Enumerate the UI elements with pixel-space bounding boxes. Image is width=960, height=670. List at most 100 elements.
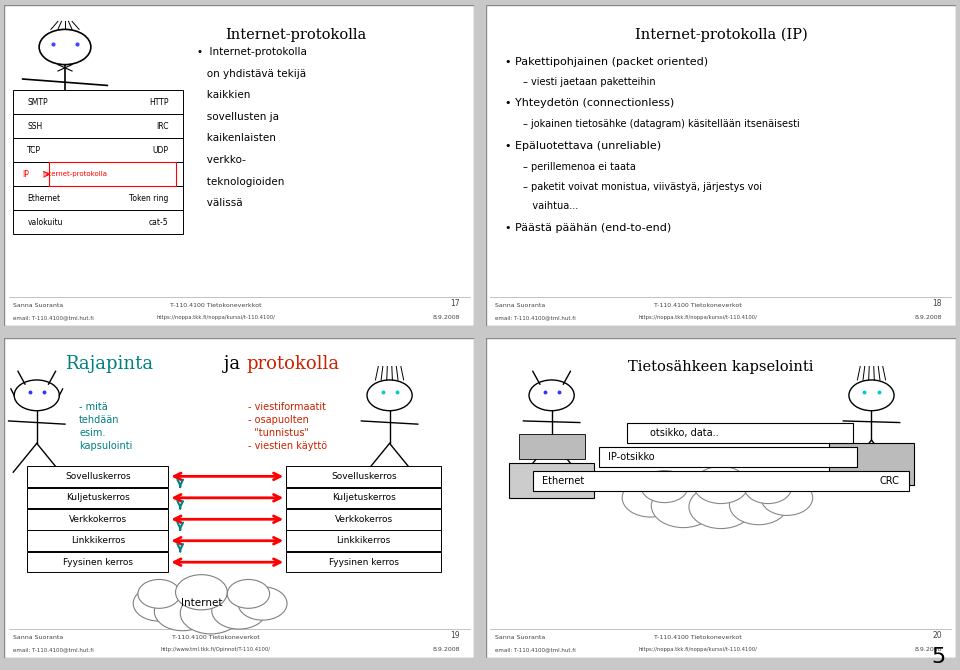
Text: http://www.tml.tkk.fi/Opinnot/T-110.4100/: http://www.tml.tkk.fi/Opinnot/T-110.4100… — [160, 647, 271, 652]
Text: • Epäluotettava (unreliable): • Epäluotettava (unreliable) — [505, 141, 660, 151]
Text: T-110.4100 Tietokoneverkot: T-110.4100 Tietokoneverkot — [654, 303, 741, 308]
Text: Internet-protokolla: Internet-protokolla — [225, 27, 366, 42]
Bar — [286, 466, 442, 486]
Bar — [286, 531, 442, 551]
Text: Token ring: Token ring — [129, 194, 169, 203]
Text: https://noppa.tkk.fi/noppa/kurssi/t-110.4100/: https://noppa.tkk.fi/noppa/kurssi/t-110.… — [638, 315, 756, 320]
Bar — [27, 531, 169, 551]
Text: Internet-protokolla (IP): Internet-protokolla (IP) — [635, 27, 807, 42]
Text: 17: 17 — [450, 299, 460, 308]
Text: 8.9.2008: 8.9.2008 — [433, 315, 460, 320]
Text: 20: 20 — [932, 631, 942, 641]
Text: T-110.4100 Tietokoneverkot: T-110.4100 Tietokoneverkot — [172, 635, 259, 641]
Text: valokuitu: valokuitu — [27, 218, 62, 227]
Text: - mitä
tehdään
esim.
kapsulointi: - mitä tehdään esim. kapsulointi — [79, 402, 132, 452]
Circle shape — [180, 592, 241, 634]
Text: • Päästä päähän (end-to-end): • Päästä päähän (end-to-end) — [505, 223, 671, 233]
Circle shape — [133, 586, 185, 621]
Text: - viestiformaatit
- osapuolten
  "tunnistus"
- viestien käyttö: - viestiformaatit - osapuolten "tunnistu… — [249, 402, 327, 452]
FancyBboxPatch shape — [518, 433, 585, 460]
Text: HTTP: HTTP — [149, 98, 169, 107]
Circle shape — [761, 480, 813, 515]
Bar — [27, 488, 169, 508]
Bar — [27, 552, 169, 572]
Text: Internet-protokolla: Internet-protokolla — [42, 172, 107, 178]
Text: – viesti jaetaan paketteihin: – viesti jaetaan paketteihin — [523, 78, 656, 87]
Text: ja: ja — [218, 355, 246, 373]
Text: IP: IP — [23, 170, 30, 179]
FancyBboxPatch shape — [49, 162, 176, 186]
Circle shape — [651, 484, 715, 527]
Bar — [13, 138, 182, 162]
Text: sovellusten ja: sovellusten ja — [197, 112, 278, 122]
FancyBboxPatch shape — [509, 462, 594, 498]
Circle shape — [138, 580, 180, 608]
Text: välissä: välissä — [197, 198, 242, 208]
Text: • Pakettipohjainen (packet oriented): • Pakettipohjainen (packet oriented) — [505, 56, 708, 66]
Text: 19: 19 — [450, 631, 460, 641]
Text: Tietosähkeen kapselointi: Tietosähkeen kapselointi — [628, 360, 814, 374]
Text: kaikkien: kaikkien — [197, 90, 250, 100]
Bar — [286, 488, 442, 508]
Text: email: T-110.4100@tml.hut.fi: email: T-110.4100@tml.hut.fi — [495, 315, 576, 320]
Text: • Yhteydetön (connectionless): • Yhteydetön (connectionless) — [505, 98, 674, 109]
Text: protokolla: protokolla — [246, 355, 339, 373]
Text: – jokainen tietosähke (datagram) käsitellään itsenäisesti: – jokainen tietosähke (datagram) käsitel… — [523, 119, 800, 129]
Text: Sanna Suoranta: Sanna Suoranta — [13, 303, 63, 308]
Text: vaihtua...: vaihtua... — [523, 201, 579, 211]
Bar — [599, 447, 857, 468]
Text: otsikko, data..: otsikko, data.. — [651, 428, 719, 438]
Text: – perillemenoa ei taata: – perillemenoa ei taata — [523, 162, 636, 172]
Circle shape — [176, 575, 228, 610]
Text: Ethernet: Ethernet — [542, 476, 585, 486]
Bar — [627, 423, 852, 444]
Text: IP-otsikko: IP-otsikko — [608, 452, 655, 462]
Circle shape — [212, 592, 266, 629]
Text: 8.9.2008: 8.9.2008 — [915, 315, 942, 320]
Text: 8.9.2008: 8.9.2008 — [433, 647, 460, 652]
Text: 5: 5 — [931, 647, 946, 667]
Text: •  Internet-protokolla: • Internet-protokolla — [197, 47, 306, 57]
Text: Sovelluskerros: Sovelluskerros — [65, 472, 131, 481]
Text: T-110.4100 Tietokoneverkkot: T-110.4100 Tietokoneverkkot — [170, 303, 261, 308]
Text: Sanna Suoranta: Sanna Suoranta — [495, 303, 545, 308]
Text: Sovelluskerros: Sovelluskerros — [331, 472, 396, 481]
Bar — [13, 162, 182, 186]
Text: 18: 18 — [932, 299, 942, 308]
Text: Fyysinen kerros: Fyysinen kerros — [328, 557, 398, 567]
Text: Linkkikerros: Linkkikerros — [71, 536, 125, 545]
Bar — [286, 552, 442, 572]
Text: Sanna Suoranta: Sanna Suoranta — [13, 635, 63, 641]
Bar — [13, 115, 182, 138]
Text: Ethernet: Ethernet — [27, 194, 60, 203]
Circle shape — [694, 466, 748, 504]
Text: Kuljetuskerros: Kuljetuskerros — [66, 493, 130, 502]
Text: TCP: TCP — [27, 146, 41, 155]
Circle shape — [155, 592, 211, 630]
Circle shape — [689, 485, 753, 529]
Text: Internet: Internet — [180, 598, 222, 608]
Text: Fyysinen kerros: Fyysinen kerros — [63, 557, 132, 567]
Text: email: T-110.4100@tml.hut.fi: email: T-110.4100@tml.hut.fi — [495, 647, 576, 652]
Bar — [27, 466, 169, 486]
Text: IRC: IRC — [156, 122, 169, 131]
Text: Rajapinta: Rajapinta — [65, 355, 153, 373]
Text: SMTP: SMTP — [27, 98, 48, 107]
Circle shape — [228, 580, 270, 608]
Text: https://noppa.tkk.fi/noppa/kurssi/t-110.4100/: https://noppa.tkk.fi/noppa/kurssi/t-110.… — [638, 647, 756, 652]
Text: email: T-110.4100@tml.hut.fi: email: T-110.4100@tml.hut.fi — [13, 647, 94, 652]
Circle shape — [641, 470, 688, 502]
Text: 8.9.2008: 8.9.2008 — [915, 647, 942, 652]
Text: Verkkokerros: Verkkokerros — [69, 515, 127, 524]
Circle shape — [238, 587, 287, 620]
Text: Kuljetuskerros: Kuljetuskerros — [332, 493, 396, 502]
Text: email: T-110.4100@tml.hut.fi: email: T-110.4100@tml.hut.fi — [13, 315, 94, 320]
Text: Verkkokerros: Verkkokerros — [335, 515, 393, 524]
Text: Sanna Suoranta: Sanna Suoranta — [495, 635, 545, 641]
Circle shape — [730, 485, 788, 525]
Bar — [27, 509, 169, 529]
FancyBboxPatch shape — [829, 444, 914, 485]
Text: cat-5: cat-5 — [149, 218, 169, 227]
Text: on yhdistävä tekijä: on yhdistävä tekijä — [197, 70, 306, 80]
Text: verkko-: verkko- — [197, 155, 246, 165]
